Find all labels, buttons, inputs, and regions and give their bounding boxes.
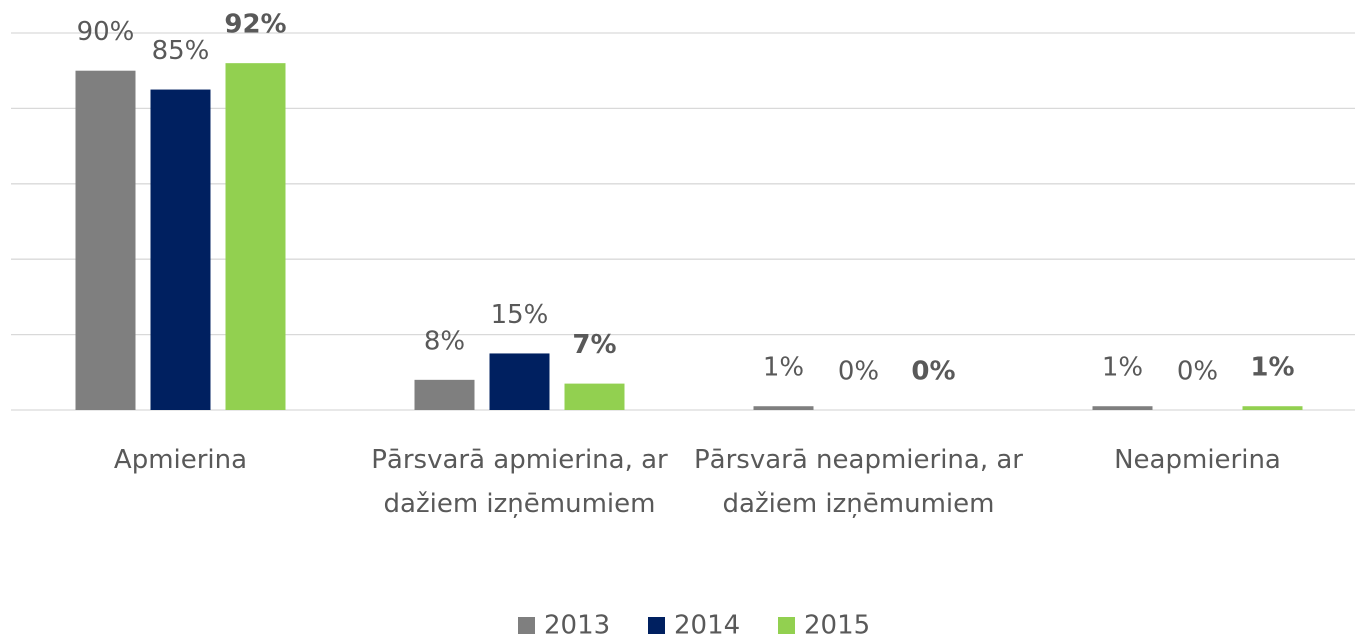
bar	[753, 406, 814, 410]
data-label: 0%	[911, 357, 955, 387]
data-label: 0%	[838, 357, 879, 387]
legend-label: 2014	[674, 611, 740, 638]
data-label: 90%	[77, 17, 135, 47]
x-tick-label: Pārsvarā apmierina, ar dažiem izņēmumiem	[371, 445, 668, 519]
data-label: 85%	[152, 36, 210, 66]
bar	[225, 63, 286, 410]
data-label: 1%	[763, 353, 804, 383]
bar	[1092, 406, 1153, 410]
data-label: 92%	[224, 10, 286, 40]
bar	[414, 379, 475, 410]
bar	[1242, 406, 1303, 410]
data-label: 1%	[1102, 353, 1143, 383]
bar	[75, 70, 136, 410]
data-label: 1%	[1250, 353, 1294, 383]
data-label: 0%	[1177, 357, 1218, 387]
x-tick-label: Pārsvarā neapmierina, ar dažiem izņēmumi…	[694, 445, 1023, 519]
x-tick-label: Neapmierina	[1114, 445, 1281, 475]
bar	[564, 383, 625, 410]
data-label: 7%	[572, 330, 616, 360]
legend-swatch	[778, 617, 795, 634]
bar	[150, 89, 211, 411]
legend-swatch	[648, 617, 665, 634]
x-tick-label: Apmierina	[113, 445, 248, 475]
data-label: 8%	[424, 326, 465, 356]
legend-label: 2015	[804, 611, 870, 638]
bar	[489, 353, 550, 410]
data-label: 15%	[491, 300, 549, 330]
legend-label: 2013	[544, 611, 610, 638]
legend-swatch	[518, 617, 535, 634]
